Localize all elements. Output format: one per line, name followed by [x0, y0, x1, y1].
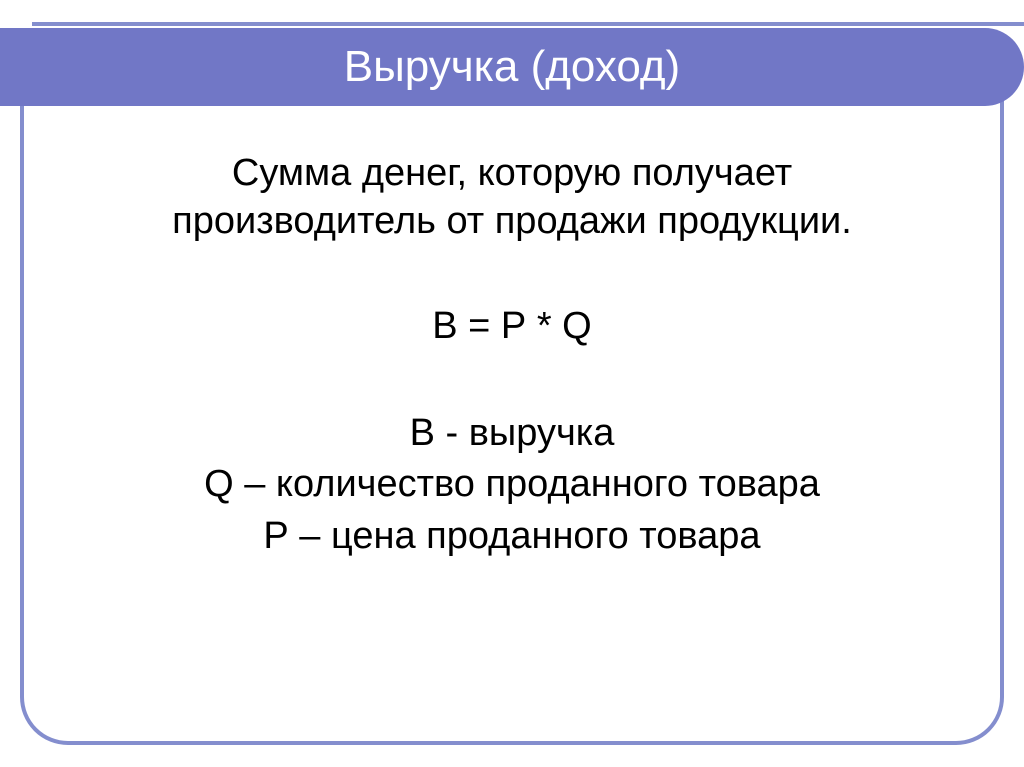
title-bar: Выручка (доход) [0, 28, 1024, 106]
definition-text: Сумма денег, которую получает производит… [172, 150, 852, 245]
title-accent-line [32, 22, 1024, 26]
definition-line-1: Сумма денег, которую получает [232, 152, 792, 194]
slide-title: Выручка (доход) [344, 42, 680, 92]
legend-line-2: Q – количество проданного товара [204, 459, 820, 510]
legend-line-1: В - выручка [204, 408, 820, 459]
formula-text: В = Р * Q [432, 305, 591, 348]
definition-line-2: производитель от продажи продукции. [172, 200, 852, 242]
legend-block: В - выручка Q – количество проданного то… [204, 408, 820, 562]
slide-content: Сумма денег, которую получает производит… [60, 150, 964, 707]
legend-line-3: Р – цена проданного товара [204, 511, 820, 562]
title-bar-container: Выручка (доход) [0, 18, 1024, 106]
